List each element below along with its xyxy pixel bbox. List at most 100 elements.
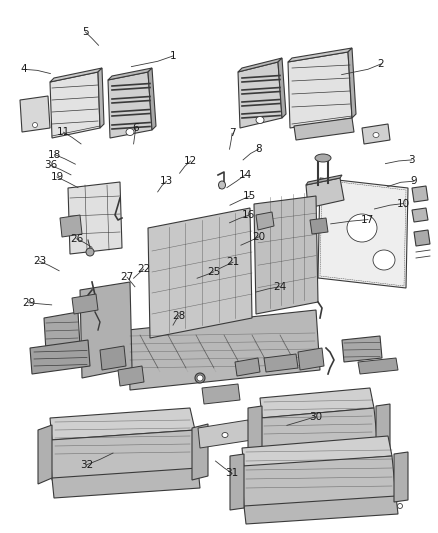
Ellipse shape [315, 154, 331, 162]
Polygon shape [310, 218, 328, 234]
Polygon shape [294, 118, 354, 140]
Polygon shape [100, 346, 126, 370]
Polygon shape [256, 212, 274, 230]
Text: 14: 14 [239, 170, 252, 180]
Text: 31: 31 [226, 469, 239, 478]
Polygon shape [288, 52, 352, 128]
Text: 24: 24 [273, 282, 286, 292]
Text: 32: 32 [80, 460, 93, 470]
Text: 1: 1 [170, 51, 177, 61]
Polygon shape [148, 68, 156, 130]
Polygon shape [108, 72, 152, 138]
Ellipse shape [373, 133, 379, 138]
Text: 10: 10 [396, 199, 410, 208]
Polygon shape [288, 48, 352, 62]
Polygon shape [242, 436, 392, 468]
Ellipse shape [256, 117, 264, 124]
Text: 22: 22 [137, 264, 150, 274]
Polygon shape [260, 408, 378, 458]
Polygon shape [198, 420, 252, 448]
Polygon shape [306, 175, 342, 185]
Polygon shape [20, 96, 50, 132]
Polygon shape [412, 186, 428, 202]
Polygon shape [30, 340, 90, 374]
Text: 11: 11 [57, 127, 70, 137]
Ellipse shape [219, 181, 226, 189]
Text: 27: 27 [120, 272, 134, 282]
Polygon shape [202, 384, 240, 404]
Polygon shape [348, 48, 356, 118]
Text: 19: 19 [50, 172, 64, 182]
Polygon shape [128, 310, 320, 390]
Polygon shape [60, 215, 82, 237]
Text: 29: 29 [22, 298, 35, 308]
Polygon shape [72, 294, 98, 314]
Text: 4: 4 [21, 64, 28, 74]
Text: 30: 30 [309, 412, 322, 422]
Ellipse shape [195, 373, 205, 383]
Text: 20: 20 [253, 232, 266, 241]
Ellipse shape [32, 123, 38, 127]
Ellipse shape [86, 248, 94, 256]
Polygon shape [148, 208, 252, 338]
Ellipse shape [347, 214, 377, 242]
Polygon shape [244, 496, 398, 524]
Polygon shape [44, 312, 80, 352]
Text: 12: 12 [184, 156, 197, 166]
Polygon shape [98, 68, 104, 128]
Polygon shape [230, 454, 244, 510]
Ellipse shape [373, 250, 395, 270]
Ellipse shape [222, 432, 228, 438]
Polygon shape [342, 336, 382, 362]
Polygon shape [306, 178, 344, 208]
Text: 16: 16 [242, 211, 255, 220]
Polygon shape [50, 408, 195, 440]
Polygon shape [394, 452, 408, 502]
Polygon shape [38, 425, 52, 484]
Polygon shape [50, 430, 198, 480]
Text: 13: 13 [160, 176, 173, 186]
Ellipse shape [126, 128, 134, 135]
Polygon shape [376, 404, 390, 454]
Polygon shape [318, 178, 408, 288]
Text: 9: 9 [410, 176, 417, 186]
Polygon shape [52, 468, 200, 498]
Polygon shape [50, 72, 100, 138]
Text: 15: 15 [243, 191, 256, 201]
Text: 28: 28 [172, 311, 185, 320]
Polygon shape [80, 282, 132, 378]
Polygon shape [298, 348, 324, 370]
Text: 23: 23 [33, 256, 46, 266]
Text: 17: 17 [361, 215, 374, 224]
Text: 8: 8 [255, 144, 262, 154]
Polygon shape [238, 62, 282, 128]
Text: 3: 3 [408, 155, 415, 165]
Polygon shape [260, 388, 374, 418]
Text: 5: 5 [82, 27, 89, 37]
Polygon shape [238, 58, 282, 72]
Text: 25: 25 [207, 267, 220, 277]
Polygon shape [362, 124, 390, 144]
Polygon shape [414, 230, 430, 246]
Polygon shape [192, 424, 208, 480]
Polygon shape [412, 208, 428, 222]
Polygon shape [248, 406, 262, 458]
Polygon shape [50, 68, 102, 82]
Text: 2: 2 [378, 59, 385, 69]
Polygon shape [278, 58, 286, 118]
Polygon shape [118, 366, 144, 386]
Text: 7: 7 [229, 128, 236, 138]
Polygon shape [242, 456, 396, 508]
Polygon shape [358, 358, 398, 374]
Text: 6: 6 [132, 123, 139, 133]
Text: 26: 26 [70, 234, 83, 244]
Text: 21: 21 [226, 257, 240, 267]
Text: 36: 36 [44, 160, 57, 170]
Polygon shape [235, 358, 260, 376]
Ellipse shape [197, 375, 203, 381]
Ellipse shape [398, 504, 403, 508]
Polygon shape [264, 354, 298, 372]
Polygon shape [254, 196, 318, 314]
Polygon shape [108, 68, 152, 80]
Polygon shape [68, 182, 122, 254]
